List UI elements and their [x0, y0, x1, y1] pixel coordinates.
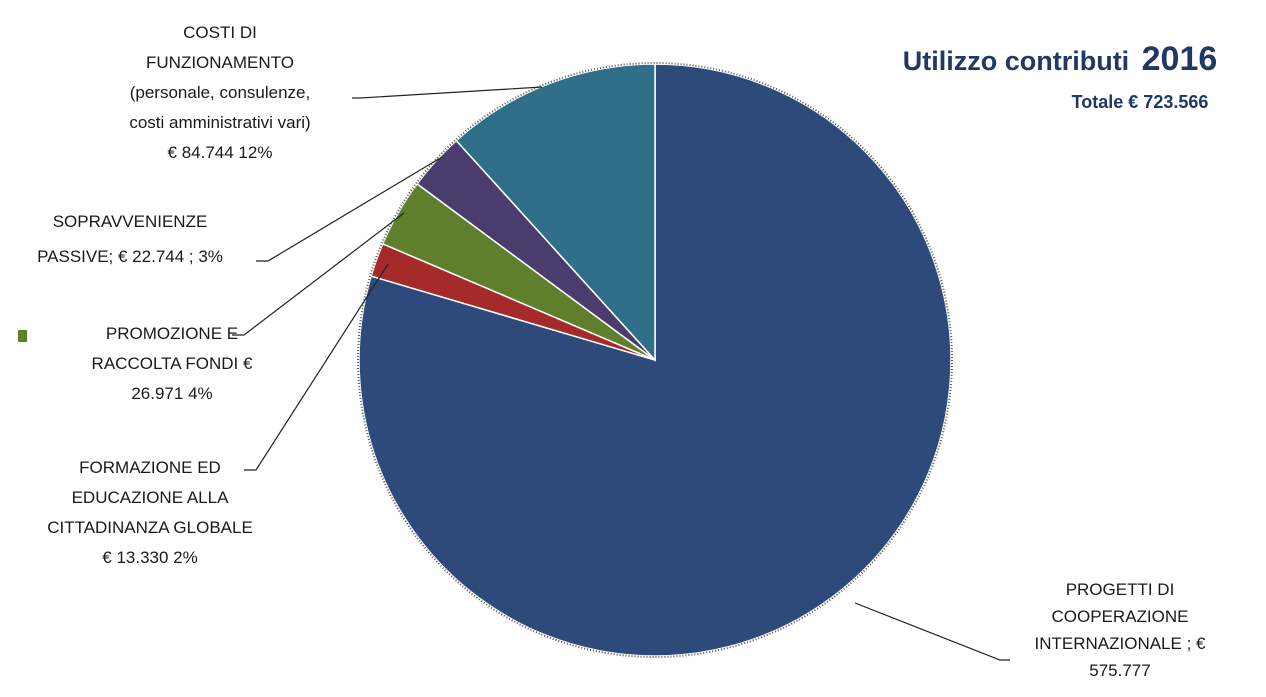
pie-outline	[357, 62, 953, 658]
slice-label-1-line-2: CITTADINANZA GLOBALE	[47, 518, 253, 537]
slice-label-0-line-1: COOPERAZIONE	[1052, 607, 1189, 626]
leader-line-0	[854, 602, 1010, 661]
chart-title-group: Utilizzo contributi 2016 Totale € 723.56…	[903, 40, 1218, 112]
legend-marker-promozione	[18, 330, 27, 342]
chart-title: Utilizzo contributi 2016	[903, 40, 1218, 78]
slice-label-1-line-0: FORMAZIONE ED	[79, 458, 221, 477]
slice-label-4-line-4: € 84.744 12%	[168, 143, 273, 162]
leader-line-3	[256, 156, 443, 262]
chart-title-year: 2016	[1142, 40, 1218, 78]
slice-label-3-line-0: SOPRAVVENIENZE	[53, 212, 208, 231]
chart-subtitle: Totale € 723.566	[1072, 92, 1209, 112]
slice-labels: PROGETTI DI COOPERAZIONE INTERNAZIONALE ; …	[37, 23, 1206, 680]
slice-label-4-line-3: costi amministrativi vari)	[129, 113, 310, 132]
slice-label-0-line-2: INTERNAZIONALE ; €	[1035, 634, 1207, 653]
slice-label-0-line-0: PROGETTI DI	[1066, 580, 1175, 599]
slice-label-2-line-2: 26.971 4%	[131, 384, 212, 403]
slice-label-0-line-3: 575.777	[1089, 661, 1150, 680]
slice-label-2-line-1: RACCOLTA FONDI €	[92, 354, 253, 373]
slice-label-3-line-1: PASSIVE; € 22.744 ; 3%	[37, 247, 223, 266]
slice-label-4-line-0: COSTI DI	[183, 23, 257, 42]
slice-label-4: COSTI DI FUNZIONAMENTO (personale, consule…	[129, 23, 310, 162]
slice-label-4-line-1: FUNZIONAMENTO	[146, 53, 294, 72]
slice-label-4-line-2: (personale, consulenze,	[130, 83, 311, 102]
pie-slices	[357, 62, 953, 658]
slice-label-2-line-0: PROMOZIONE E	[106, 324, 238, 343]
slice-label-1-line-1: EDUCAZIONE ALLA	[72, 488, 229, 507]
slice-label-3: SOPRAVVENIENZE PASSIVE; € 22.744 ; 3%	[37, 212, 223, 266]
leader-line-2	[232, 212, 405, 336]
chart-title-text: Utilizzo contributi	[903, 46, 1129, 76]
slice-label-1-line-3: € 13.330 2%	[102, 548, 197, 567]
pie-slice-4	[455, 63, 656, 362]
slice-label-2: PROMOZIONE E RACCOLTA FONDI € 26.971 4%	[92, 324, 253, 403]
leader-line-1	[244, 263, 389, 471]
leader-lines	[232, 86, 1010, 661]
slice-label-1: FORMAZIONE ED EDUCAZIONE ALLA CITTADINANZA…	[47, 458, 253, 567]
leader-line-4	[352, 86, 543, 99]
slice-label-0: PROGETTI DI COOPERAZIONE INTERNAZIONALE ; …	[1035, 580, 1207, 680]
